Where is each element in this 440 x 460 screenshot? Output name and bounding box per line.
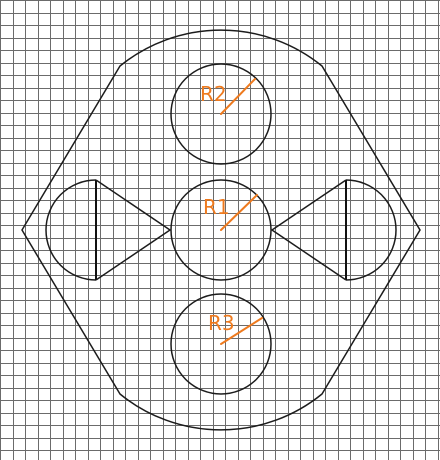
circle-top xyxy=(170,63,272,165)
radius-line-r2 xyxy=(220,78,256,115)
radius-label-r2: R2 xyxy=(200,82,227,106)
right-wedge xyxy=(270,179,347,281)
circle-middle xyxy=(170,179,272,281)
radius-line-r3 xyxy=(220,317,263,345)
left-lobe xyxy=(45,179,97,281)
radius-label-r1: R1 xyxy=(203,195,230,219)
radius-line-r1 xyxy=(220,194,258,231)
left-wedge xyxy=(95,179,172,281)
circle-bottom xyxy=(170,293,272,395)
outer-profile xyxy=(21,29,421,431)
radius-label-r3: R3 xyxy=(208,311,235,335)
right-lobe xyxy=(345,179,397,281)
